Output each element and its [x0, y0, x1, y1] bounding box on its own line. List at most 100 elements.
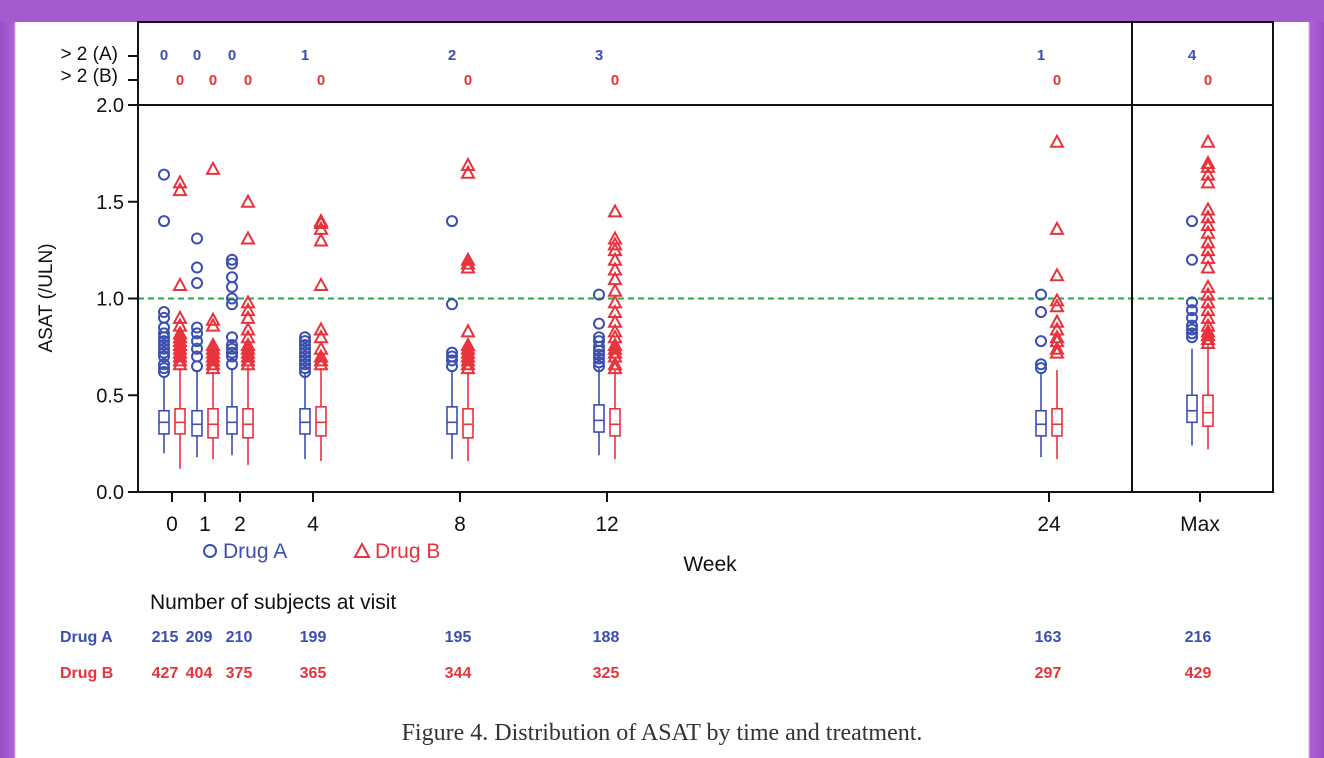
- outlier-circle-drug-a: [1186, 304, 1198, 317]
- outlier-triangle-drug-b: [1200, 259, 1216, 274]
- outlier-triangle-drug-b: [205, 360, 221, 375]
- outlier-triangle-drug-b: [1049, 267, 1065, 282]
- outlier-circle-drug-a: [1186, 319, 1198, 332]
- subjects-table-values: 215 209 210 199 195 188 163 216 427 404 375 365 344 3…: [152, 629, 1212, 682]
- outlier-triangle-drug-b: [240, 336, 256, 351]
- subjects-count-drug-a: 210: [226, 629, 253, 646]
- box-drug-a: [593, 404, 605, 433]
- outlier-triangle-drug-b: [1049, 313, 1065, 328]
- outlier-triangle-drug-b: [240, 302, 256, 317]
- box-drug-a: [299, 407, 311, 435]
- outlier-triangle-drug-b: [1200, 278, 1216, 293]
- above-limit-label-b: > 2 (B): [60, 66, 118, 87]
- outlier-circle-drug-a: [593, 360, 605, 373]
- outlier-circle-drug-a: [1186, 296, 1198, 309]
- outlier-triangle-drug-b: [205, 352, 221, 367]
- y-tick-label: 1.5: [96, 192, 124, 214]
- outlier-triangle-drug-b: [460, 360, 476, 375]
- legend-marker-drug-b: [353, 541, 371, 558]
- outlier-triangle-drug-b: [607, 261, 623, 276]
- x-tick-label: 1: [199, 513, 211, 536]
- outlier-triangle-drug-b: [172, 336, 188, 351]
- outlier-circle-drug-a: [1035, 335, 1047, 348]
- outlier-triangle-drug-b: [460, 323, 476, 338]
- outlier-circle-drug-a: [1035, 306, 1047, 319]
- outlier-circle-drug-a: [593, 348, 605, 361]
- subjects-count-drug-b: 427: [152, 665, 179, 682]
- outlier-triangle-drug-b: [607, 323, 623, 338]
- outlier-circle-drug-a: [191, 277, 203, 290]
- outlier-circle-drug-a: [191, 232, 203, 245]
- box-drug-b: [315, 406, 327, 437]
- outlier-triangle-drug-b: [172, 344, 188, 359]
- outlier-circle-drug-a: [1186, 327, 1198, 340]
- box-drug-b: [174, 407, 186, 435]
- above-limit-count-drug-a: 0: [228, 47, 236, 64]
- subjects-count-drug-a: 215: [152, 629, 179, 646]
- outlier-circle-drug-a: [226, 342, 238, 355]
- outlier-triangle-drug-b: [1200, 216, 1216, 231]
- outlier-triangle-drug-b: [172, 356, 188, 371]
- outlier-circle-drug-a: [226, 331, 238, 344]
- above-limit-count-drug-a: 4: [1188, 47, 1197, 64]
- y-tick-label: 1.0: [96, 289, 124, 311]
- outlier-triangle-drug-b: [205, 311, 221, 326]
- outlier-triangle-drug-b: [240, 321, 256, 336]
- outlier-triangle-drug-b: [240, 193, 256, 208]
- outlier-circle-drug-a: [158, 338, 170, 351]
- y-tick-label: 0.0: [96, 482, 124, 504]
- subjects-count-drug-b: 429: [1185, 665, 1212, 682]
- x-tick-label: 12: [595, 513, 618, 536]
- outlier-circle-drug-a: [191, 360, 203, 373]
- outlier-triangle-drug-b: [313, 329, 329, 344]
- outlier-triangle-drug-b: [1200, 317, 1216, 332]
- subjects-row-label-drug-b: Drug B: [60, 665, 113, 682]
- outlier-circle-drug-a: [226, 346, 238, 359]
- outlier-triangle-drug-b: [607, 336, 623, 351]
- legend-label-drug-a: Drug A: [223, 540, 287, 563]
- outlier-circle-drug-a: [299, 354, 311, 367]
- outlier-circle-drug-a: [158, 311, 170, 324]
- outlier-triangle-drug-b: [1200, 209, 1216, 224]
- box-drug-b: [1051, 407, 1063, 437]
- outlier-circle-drug-a: [226, 292, 238, 305]
- outlier-circle-drug-a: [446, 298, 458, 311]
- outlier-circle-drug-a: [191, 327, 203, 340]
- x-axis-ticks: 0 1 2 4 8 12 24 Max: [166, 492, 1220, 536]
- above-limit-count-drug-a: 0: [160, 47, 168, 64]
- subjects-count-drug-b: 404: [186, 665, 213, 682]
- outlier-triangle-drug-b: [460, 255, 476, 270]
- outlier-triangle-drug-b: [313, 213, 329, 228]
- outlier-circle-drug-a: [299, 358, 311, 371]
- outlier-triangle-drug-b: [1200, 334, 1216, 350]
- subjects-table-title: Number of subjects at visit: [150, 591, 396, 614]
- subjects-count-drug-a: 209: [186, 629, 213, 646]
- box-drug-b: [609, 407, 621, 437]
- subjects-count-drug-a: 163: [1035, 629, 1062, 646]
- outlier-circle-drug-a: [593, 356, 605, 369]
- outlier-circle-drug-a: [299, 350, 311, 363]
- x-tick-label: 8: [454, 513, 466, 536]
- outlier-triangle-drug-b: [460, 336, 476, 351]
- outlier-circle-drug-a: [299, 342, 311, 355]
- outlier-triangle-drug-b: [1049, 220, 1065, 235]
- x-tick-label: 24: [1037, 513, 1061, 536]
- outlier-triangle-drug-b: [1200, 174, 1216, 189]
- outlier-triangle-drug-b: [1200, 224, 1216, 239]
- above-limit-count-drug-b: 0: [1204, 72, 1212, 89]
- outlier-triangle-drug-b: [172, 309, 188, 324]
- outlier-triangle-drug-b: [1200, 331, 1216, 346]
- subjects-count-drug-b: 325: [593, 665, 620, 682]
- outlier-circle-drug-a: [226, 280, 238, 293]
- outlier-circle-drug-a: [191, 342, 203, 355]
- above-limit-count-drug-a: 1: [301, 47, 309, 64]
- outlier-circle-drug-a: [446, 215, 458, 228]
- outlier-circle-drug-a: [299, 335, 311, 348]
- outlier-triangle-drug-b: [1200, 294, 1216, 309]
- outlier-circle-drug-a: [299, 366, 311, 379]
- outlier-triangle-drug-b: [607, 348, 623, 363]
- outlier-triangle-drug-b: [607, 360, 623, 375]
- box-drug-a: [446, 406, 458, 435]
- outlier-triangle-drug-b: [607, 230, 623, 245]
- outlier-triangle-drug-b: [1049, 344, 1065, 359]
